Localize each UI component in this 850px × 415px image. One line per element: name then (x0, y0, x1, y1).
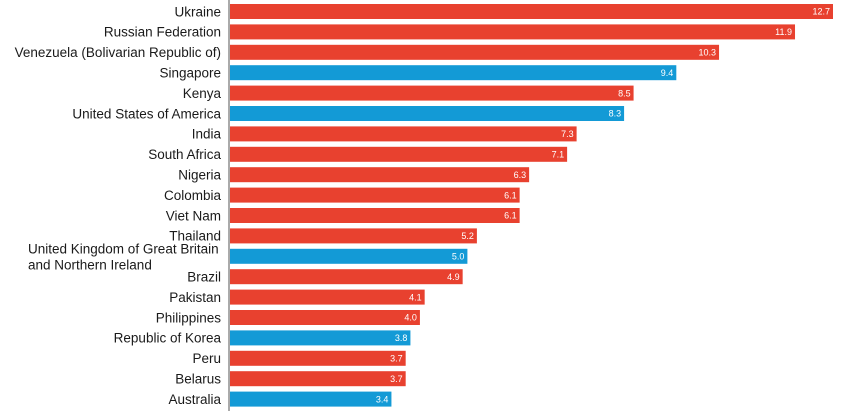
bar-value-label: 11.9 (775, 27, 792, 37)
bar (230, 24, 796, 40)
bar-value-label: 5.2 (461, 231, 474, 241)
bar-value-label: 3.7 (390, 374, 403, 384)
category-label: Singapore (159, 66, 221, 81)
category-label: Russian Federation (104, 25, 221, 40)
bar-value-label: 7.1 (552, 150, 565, 160)
bar (230, 330, 411, 346)
bar (230, 248, 468, 264)
bar-value-label: 8.5 (618, 88, 631, 98)
category-label: Australia (168, 392, 221, 407)
bar-value-label: 6.1 (504, 211, 517, 221)
bar-value-label: 4.1 (409, 292, 422, 302)
bar (230, 289, 425, 305)
bar (230, 208, 520, 223)
bar-value-label: 7.3 (561, 129, 574, 139)
bar (230, 106, 625, 121)
bar-value-label: 5.0 (452, 252, 465, 262)
category-label: United Kingdom of Great Britain (28, 241, 219, 256)
bar (230, 391, 392, 407)
bar (230, 187, 520, 203)
bar-value-label: 10.3 (699, 48, 717, 58)
category-label: Nigeria (178, 168, 221, 183)
bar (230, 146, 568, 162)
category-label: and Northern Ireland (28, 257, 152, 272)
category-label: Pakistan (169, 290, 221, 305)
category-label: Peru (192, 351, 221, 366)
bar (230, 126, 577, 142)
category-label: Philippines (156, 310, 222, 325)
bar (230, 167, 530, 183)
category-label: Republic of Korea (114, 331, 222, 346)
bar-value-label: 9.4 (661, 68, 674, 78)
category-label: Kenya (183, 86, 222, 101)
bar-value-label: 6.3 (514, 170, 527, 180)
category-label: Ukraine (174, 4, 221, 19)
bar-value-label: 8.3 (609, 109, 622, 119)
category-label: South Africa (148, 147, 221, 162)
bar (230, 44, 720, 60)
bar (230, 65, 677, 81)
bar-value-label: 3.8 (395, 333, 408, 343)
category-label: Thailand (169, 229, 221, 244)
category-label: Brazil (187, 270, 221, 285)
bar (230, 4, 833, 19)
bar-value-label: 3.4 (376, 394, 389, 404)
category-label: Viet Nam (166, 208, 221, 223)
bar-value-label: 12.7 (812, 7, 830, 17)
bar (230, 310, 420, 325)
bar (230, 228, 477, 244)
bar-value-label: 6.1 (504, 190, 517, 200)
bar-value-label: 4.9 (447, 272, 460, 282)
category-label: Venezuela (Bolivarian Republic of) (15, 45, 221, 60)
category-label: Colombia (164, 188, 222, 203)
category-label: Belarus (175, 372, 221, 387)
category-label: United States of America (72, 106, 221, 121)
bar (230, 85, 634, 101)
bar-value-label: 3.7 (390, 354, 403, 364)
bar (230, 371, 406, 387)
category-label: India (192, 127, 222, 142)
bar (230, 350, 406, 366)
bar (230, 269, 463, 285)
bar-value-label: 4.0 (404, 313, 417, 323)
